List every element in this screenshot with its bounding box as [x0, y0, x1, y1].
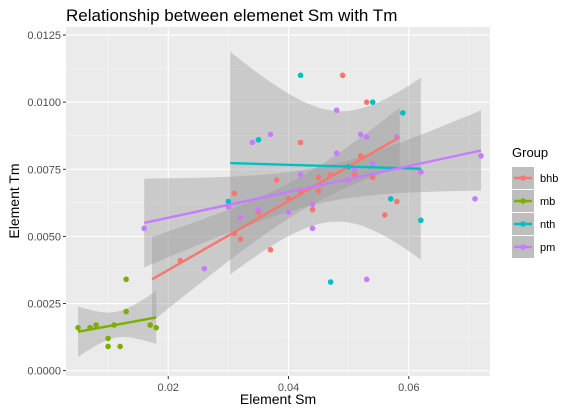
fit-line-pm	[143, 149, 482, 225]
point-pm	[237, 214, 244, 221]
legend-point-mb	[520, 198, 526, 204]
fit-line-bhb	[151, 136, 401, 281]
legend-label-mb: mb	[540, 196, 555, 208]
point-mb	[153, 324, 160, 331]
point-nth	[387, 196, 394, 202]
y-tick-label: 0.0050	[27, 231, 61, 243]
y-tick-label: 0.0075	[27, 164, 61, 176]
point-mb	[75, 324, 81, 331]
point-mb	[105, 335, 111, 342]
fit-line-nth	[230, 161, 421, 170]
point-nth	[418, 217, 424, 224]
y-tick-label: 0.0100	[27, 97, 61, 109]
legend-point-bhb	[520, 175, 526, 181]
point-pm	[249, 139, 256, 146]
axis-ticks: 0.02 0.04 0.06 0.0000 0.0025 0.0050 0.0075 0.01…	[27, 30, 419, 394]
point-bhb	[351, 171, 358, 178]
point-bhb	[315, 174, 322, 181]
point-pm	[309, 225, 316, 232]
point-bhb	[231, 190, 238, 197]
legend-label-nth: nth	[540, 219, 555, 231]
point-mb	[123, 276, 129, 283]
point-mb	[147, 322, 153, 328]
x-tick-label: 0.04	[278, 382, 299, 394]
x-axis-label: Element Sm	[240, 391, 316, 407]
point-pm	[201, 265, 208, 272]
x-tick-label: 0.06	[398, 382, 419, 394]
y-tick-label: 0.0025	[27, 299, 61, 311]
point-pm	[255, 206, 262, 213]
chart-title: Relationship between elemenet Sm with Tm	[66, 6, 397, 25]
point-bhb	[339, 72, 346, 79]
point-bhb	[315, 187, 322, 194]
point-mb	[123, 308, 129, 315]
point-bhb	[297, 139, 304, 146]
point-mb	[93, 322, 99, 328]
legend-title: Group	[512, 145, 548, 160]
confidence-band-pm	[144, 110, 481, 268]
legend: Group bhb mb nth pm	[512, 145, 558, 258]
fit-lines	[77, 136, 482, 333]
point-mb	[117, 343, 123, 350]
confidence-band-nth	[230, 51, 421, 275]
y-tick-label: 0.0125	[27, 30, 61, 42]
y-tick-label: 0.0000	[27, 366, 61, 378]
fit-line-mb	[77, 316, 157, 333]
point-pm	[478, 153, 484, 159]
point-bhb	[393, 198, 400, 205]
point-pm	[297, 171, 304, 178]
legend-label-bhb: bhb	[540, 173, 558, 185]
point-pm	[309, 201, 316, 207]
point-bhb	[357, 153, 364, 159]
point-nth	[255, 136, 262, 143]
point-nth	[297, 72, 304, 79]
point-bhb	[237, 236, 244, 242]
point-nth	[399, 110, 406, 116]
point-nth	[225, 198, 232, 205]
point-pm	[141, 225, 147, 232]
point-bhb	[273, 177, 280, 183]
confidence-bands	[78, 51, 481, 357]
plot-panel	[66, 27, 490, 376]
point-nth	[369, 99, 376, 105]
point-pm	[472, 196, 478, 202]
point-mb	[105, 343, 111, 350]
x-tick-label: 0.02	[158, 382, 179, 394]
point-pm	[357, 131, 364, 138]
y-axis-label: Element Tm	[6, 163, 22, 238]
point-bhb	[267, 247, 274, 253]
point-pm	[363, 134, 370, 140]
point-pm	[267, 131, 274, 138]
confidence-band-bhb	[152, 107, 400, 322]
point-pm	[418, 169, 424, 175]
point-pm	[363, 276, 370, 283]
point-pm	[285, 209, 292, 216]
point-pm	[333, 107, 340, 114]
point-pm	[369, 161, 376, 167]
point-pm	[333, 150, 340, 156]
legend-point-nth	[520, 221, 526, 227]
point-bhb	[363, 99, 370, 105]
point-nth	[327, 279, 334, 285]
point-bhb	[309, 206, 316, 213]
legend-label-pm: pm	[540, 242, 555, 254]
legend-point-pm	[520, 244, 526, 250]
point-bhb	[381, 212, 388, 218]
point-bhb	[369, 174, 376, 181]
